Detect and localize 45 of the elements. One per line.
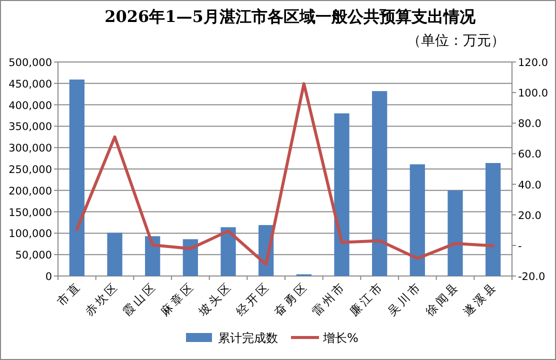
- y-tick-label: 100,000: [8, 228, 52, 240]
- bar: [372, 91, 388, 276]
- y-tick-label: 200,000: [8, 185, 52, 198]
- x-tick-label: 雷州市: [309, 279, 349, 319]
- x-tick-label: 吴川市: [384, 279, 424, 319]
- y2-tick-label: 100.0: [518, 88, 548, 100]
- y-tick-label: 350,000: [8, 121, 52, 134]
- x-tick-label: 霞山区: [120, 279, 160, 319]
- bar: [334, 113, 350, 276]
- y2-tick-label: 120.0: [518, 57, 548, 69]
- x-tick-label: 坡头区: [194, 279, 236, 320]
- y2-tick-label: -20.0: [518, 271, 546, 283]
- bar: [448, 190, 463, 276]
- y2-tick-label: 40.0: [518, 179, 542, 192]
- y-tick-label: 150,000: [8, 206, 52, 219]
- x-tick-label: 奋勇区: [271, 279, 311, 319]
- y-tick-label: 0: [45, 271, 52, 283]
- bar: [107, 232, 122, 276]
- y-tick-label: 300,000: [8, 142, 52, 155]
- y2-tick-label: 80.0: [518, 118, 542, 130]
- y-tick-label: 400,000: [8, 100, 52, 112]
- x-tick-label: 市直: [54, 279, 84, 309]
- chart-subtitle: （单位：万元）: [407, 33, 505, 49]
- bar: [182, 239, 198, 276]
- bar: [220, 227, 236, 276]
- x-tick-label: 麻章区: [158, 279, 198, 319]
- x-tick-label: 赤坎区: [82, 279, 122, 319]
- x-tick-label: 徐闻县: [422, 279, 462, 319]
- chart-title: 2026年1—5月湛江市各区域一般公共预算支出情况: [104, 7, 476, 26]
- y-tick-label: 500,000: [8, 57, 52, 69]
- x-tick-label: 遂溪县: [460, 279, 500, 319]
- y-tick-label: 450,000: [8, 78, 52, 90]
- bar: [486, 163, 501, 276]
- bar: [410, 164, 425, 276]
- y2-tick-label: 20.0: [518, 210, 542, 222]
- y2-tick-label: 60.0: [518, 148, 542, 161]
- y-tick-label: 50,000: [15, 250, 52, 262]
- x-tick-label: 经开区: [233, 279, 274, 319]
- bar: [145, 236, 160, 276]
- y2-tick-label: -: [518, 240, 522, 252]
- legend-label: 增长%: [322, 331, 358, 345]
- x-tick-label: 廉江市: [346, 279, 387, 319]
- legend-label: 累计完成数: [218, 331, 278, 345]
- y-tick-label: 250,000: [8, 164, 52, 176]
- bar: [69, 80, 84, 276]
